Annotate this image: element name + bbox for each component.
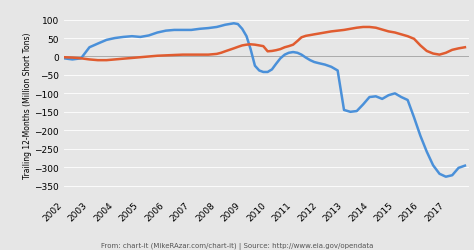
US Coal Exports	[61, 56, 67, 59]
US Coal Exports	[386, 31, 392, 34]
US Coal Exports	[227, 49, 232, 52]
US Coal Exports	[462, 46, 468, 50]
Text: From: chart-it (MikeRAzar.com/chart-it) | Source: http://www.eia.gov/opendata: From: chart-it (MikeRAzar.com/chart-it) …	[101, 242, 373, 249]
US Coal Consumption	[379, 98, 385, 101]
US Coal Exports	[95, 60, 100, 62]
US Coal Consumption	[231, 23, 237, 26]
US Coal Consumption	[443, 176, 449, 178]
US Coal Consumption	[222, 24, 228, 27]
US Coal Exports	[265, 50, 271, 53]
US Coal Exports	[206, 54, 211, 57]
Y-axis label: Trailing 12-Months (Million Short Tons): Trailing 12-Months (Million Short Tons)	[23, 32, 32, 178]
US Coal Consumption	[104, 39, 109, 42]
US Coal Consumption	[261, 71, 266, 74]
US Coal Consumption	[265, 71, 271, 74]
Line: US Coal Consumption: US Coal Consumption	[64, 24, 465, 177]
Line: US Coal Exports: US Coal Exports	[64, 28, 465, 61]
US Coal Exports	[261, 46, 266, 48]
US Coal Consumption	[61, 58, 67, 60]
US Coal Exports	[112, 59, 118, 62]
US Coal Consumption	[197, 28, 202, 31]
US Coal Consumption	[462, 164, 468, 168]
US Coal Exports	[360, 26, 366, 29]
